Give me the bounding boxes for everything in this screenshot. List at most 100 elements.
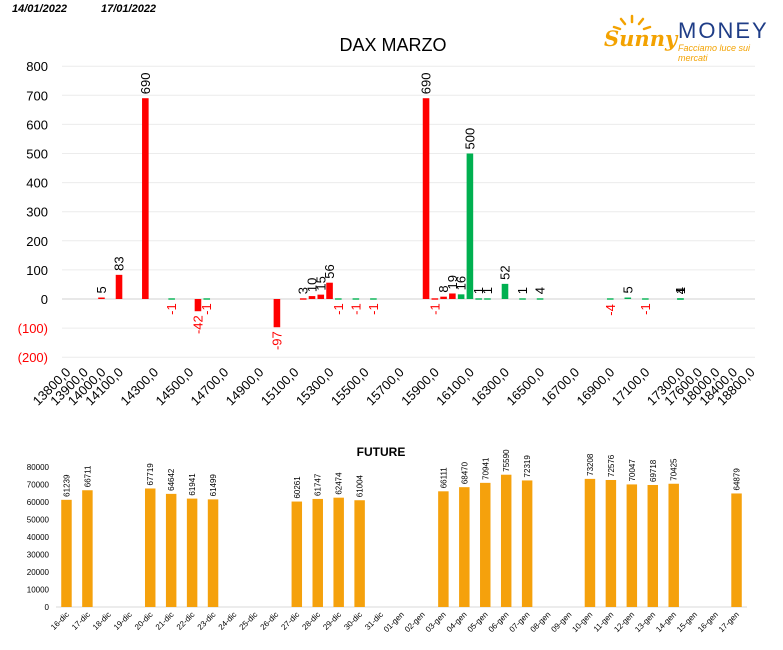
data-label: 15 — [313, 276, 328, 290]
call-bar — [326, 282, 333, 299]
data-label: -42 — [190, 315, 205, 334]
future-bar — [207, 499, 219, 607]
data-label: 10 — [305, 278, 320, 292]
data-label: 60261 — [293, 476, 302, 499]
future-bar — [605, 479, 617, 607]
x-tick-label: 20-dic — [133, 610, 155, 632]
y-tick-label: 800 — [26, 59, 48, 74]
data-label: 70425 — [670, 458, 679, 481]
data-label: 5 — [94, 286, 109, 293]
y-tick-label: 200 — [26, 234, 48, 249]
data-label: 16 — [454, 276, 469, 290]
call-bar — [273, 299, 281, 328]
data-label: 61004 — [356, 474, 365, 497]
x-tick-label: 21-dic — [154, 610, 176, 632]
future-bar — [312, 498, 323, 607]
put-bar — [203, 298, 211, 300]
data-label: 75590 — [502, 449, 511, 472]
data-label: 4 — [673, 287, 688, 294]
y-tick-label: 40000 — [27, 533, 50, 542]
y-tick-label: 500 — [26, 147, 48, 162]
x-tick-label: 25-dic — [238, 610, 260, 632]
x-tick-label: 08-gen — [529, 610, 553, 634]
y-tick-label: (200) — [18, 350, 48, 365]
future-bar — [521, 480, 533, 607]
x-tick-label: 17-dic — [70, 610, 92, 632]
x-tick-label: 28-dic — [300, 610, 322, 632]
call-bar — [299, 298, 307, 300]
future-bar — [500, 474, 512, 607]
data-label: -1 — [331, 303, 346, 315]
x-tick-label: 02-gen — [403, 610, 427, 634]
sunny-money-logo: Sunny MONEY Facciamo luce sui mercati — [604, 14, 780, 63]
data-label: 72319 — [523, 455, 532, 478]
data-label: 500 — [462, 128, 477, 150]
data-label: 83 — [112, 256, 127, 270]
future-bar — [731, 493, 742, 607]
y-tick-label: 10000 — [27, 586, 50, 595]
put-bar — [606, 298, 614, 300]
data-label: 1 — [515, 287, 530, 294]
x-tick-label: 16500,0 — [503, 365, 547, 409]
x-tick-label: 15300,0 — [293, 365, 337, 409]
call-bar — [440, 296, 447, 299]
data-label: 690 — [138, 73, 153, 95]
x-tick-label: 17100,0 — [609, 365, 653, 409]
logo-sunny-text: Sunny — [604, 26, 678, 51]
data-label: 61747 — [314, 473, 323, 496]
x-tick-label: 15100,0 — [258, 365, 302, 409]
put-bar — [677, 298, 684, 300]
future-bar — [668, 483, 679, 607]
data-label: 5 — [620, 286, 635, 293]
future-bar — [647, 484, 659, 607]
put-bar — [370, 298, 377, 300]
x-tick-label: 16-gen — [696, 610, 720, 634]
x-tick-label: 07-gen — [508, 610, 532, 634]
chart-title: DAX MARZO — [339, 35, 446, 55]
data-label: 64879 — [733, 468, 742, 491]
call-bar — [431, 298, 439, 300]
put-bar — [624, 297, 632, 299]
data-label: 72576 — [607, 454, 616, 477]
x-tick-label: 24-dic — [217, 610, 239, 632]
x-tick-label: 09-gen — [549, 610, 573, 634]
x-tick-label: 26-dic — [259, 610, 281, 632]
data-label: 52 — [497, 265, 512, 279]
y-tick-label: 20000 — [27, 568, 50, 577]
x-tick-label: 15900,0 — [398, 365, 442, 409]
future-bar — [584, 478, 596, 607]
y-tick-label: 400 — [26, 176, 48, 191]
x-tick-label: 29-dic — [321, 610, 343, 632]
future-bar — [333, 497, 344, 607]
x-tick-label: 16300,0 — [468, 365, 512, 409]
x-tick-label: 14900,0 — [223, 365, 267, 409]
future-bar — [438, 491, 449, 607]
x-tick-label: 03-gen — [424, 610, 448, 634]
x-tick-label: 27-dic — [279, 610, 301, 632]
data-label: 61239 — [62, 474, 71, 497]
data-label: 1 — [471, 287, 486, 294]
data-label: -1 — [164, 303, 179, 315]
x-tick-label: 16700,0 — [538, 365, 582, 409]
x-tick-label: 19-dic — [112, 610, 134, 632]
y-tick-label: 0 — [41, 292, 48, 307]
x-tick-label: 15700,0 — [363, 365, 407, 409]
y-tick-label: 100 — [26, 263, 48, 278]
future-bar — [165, 493, 177, 607]
x-tick-label: 18-dic — [91, 610, 113, 632]
x-tick-label: 15500,0 — [328, 365, 372, 409]
put-bar — [335, 298, 342, 300]
date-left: 14/01/2022 — [12, 3, 68, 15]
future-bar — [82, 490, 93, 607]
x-tick-label: 22-dic — [175, 610, 197, 632]
data-label: -97 — [269, 331, 284, 350]
future-bar — [144, 488, 156, 607]
y-tick-label: 80000 — [27, 463, 50, 472]
data-label: 68470 — [460, 461, 469, 484]
x-tick-label: 16900,0 — [574, 365, 618, 409]
put-bar — [536, 298, 544, 300]
x-tick-label: 16100,0 — [433, 365, 477, 409]
future-bar — [459, 487, 470, 607]
data-label: 1 — [673, 287, 688, 294]
data-label: -1 — [199, 303, 214, 315]
